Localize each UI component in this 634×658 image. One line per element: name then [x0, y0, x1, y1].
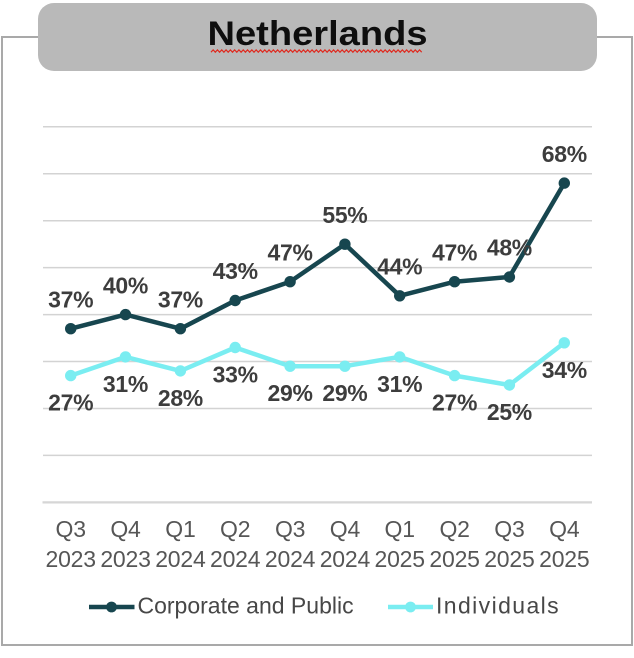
- svg-text:Q1: Q1: [385, 516, 415, 542]
- svg-text:27%: 27%: [48, 390, 93, 416]
- svg-text:2023: 2023: [46, 546, 96, 572]
- svg-text:34%: 34%: [542, 357, 587, 383]
- svg-text:27%: 27%: [432, 390, 477, 416]
- svg-text:40%: 40%: [103, 272, 148, 298]
- svg-text:68%: 68%: [542, 141, 587, 167]
- svg-text:31%: 31%: [377, 371, 422, 397]
- svg-text:2025: 2025: [539, 546, 589, 572]
- svg-text:Q3: Q3: [494, 516, 524, 542]
- svg-text:29%: 29%: [322, 380, 367, 406]
- svg-text:25%: 25%: [487, 399, 532, 425]
- svg-text:Q2: Q2: [220, 516, 250, 542]
- svg-text:33%: 33%: [213, 362, 258, 388]
- svg-text:28%: 28%: [158, 385, 203, 411]
- svg-text:Q4: Q4: [549, 516, 580, 542]
- svg-text:2025: 2025: [484, 546, 534, 572]
- svg-text:2025: 2025: [375, 546, 425, 572]
- svg-text:2025: 2025: [429, 546, 479, 572]
- svg-text:47%: 47%: [268, 239, 313, 265]
- svg-text:2024: 2024: [155, 546, 206, 572]
- svg-text:Q4: Q4: [330, 516, 361, 542]
- svg-text:29%: 29%: [268, 380, 313, 406]
- svg-text:44%: 44%: [377, 254, 422, 280]
- svg-text:43%: 43%: [213, 258, 258, 284]
- svg-text:31%: 31%: [103, 371, 148, 397]
- svg-text:48%: 48%: [487, 235, 532, 261]
- svg-text:Q3: Q3: [275, 516, 305, 542]
- svg-text:55%: 55%: [322, 202, 367, 228]
- svg-text:2024: 2024: [210, 546, 261, 572]
- svg-text:Q1: Q1: [165, 516, 195, 542]
- svg-text:Individuals: Individuals: [436, 593, 560, 619]
- svg-text:2023: 2023: [100, 546, 150, 572]
- svg-text:Corporate and Public: Corporate and Public: [138, 593, 354, 619]
- svg-text:2024: 2024: [265, 546, 316, 572]
- svg-text:Q2: Q2: [439, 516, 469, 542]
- svg-text:2024: 2024: [320, 546, 371, 572]
- svg-text:37%: 37%: [48, 286, 93, 312]
- svg-text:47%: 47%: [432, 239, 477, 265]
- svg-text:Q3: Q3: [56, 516, 86, 542]
- svg-text:Q4: Q4: [110, 516, 141, 542]
- svg-text:37%: 37%: [158, 286, 203, 312]
